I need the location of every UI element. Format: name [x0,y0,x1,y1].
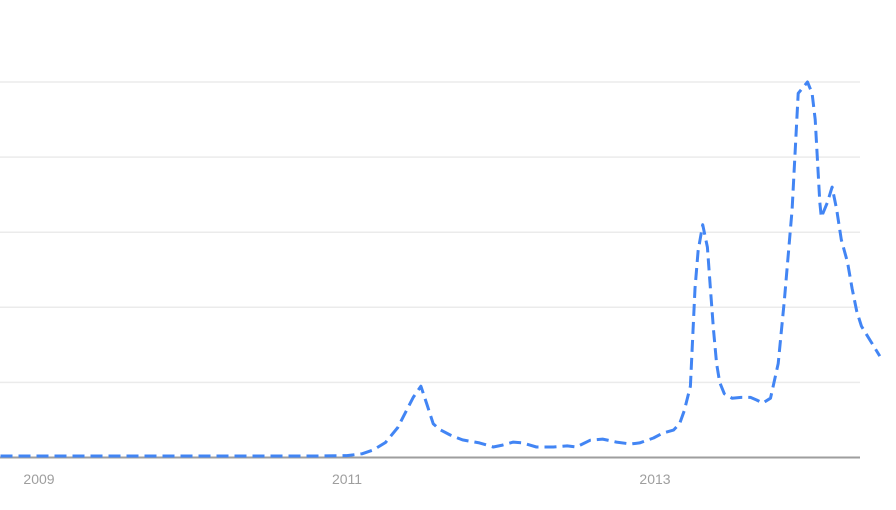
trend-line-dashed [0,80,882,458]
gridlines [0,81,860,384]
x-axis-baseline [0,456,860,459]
